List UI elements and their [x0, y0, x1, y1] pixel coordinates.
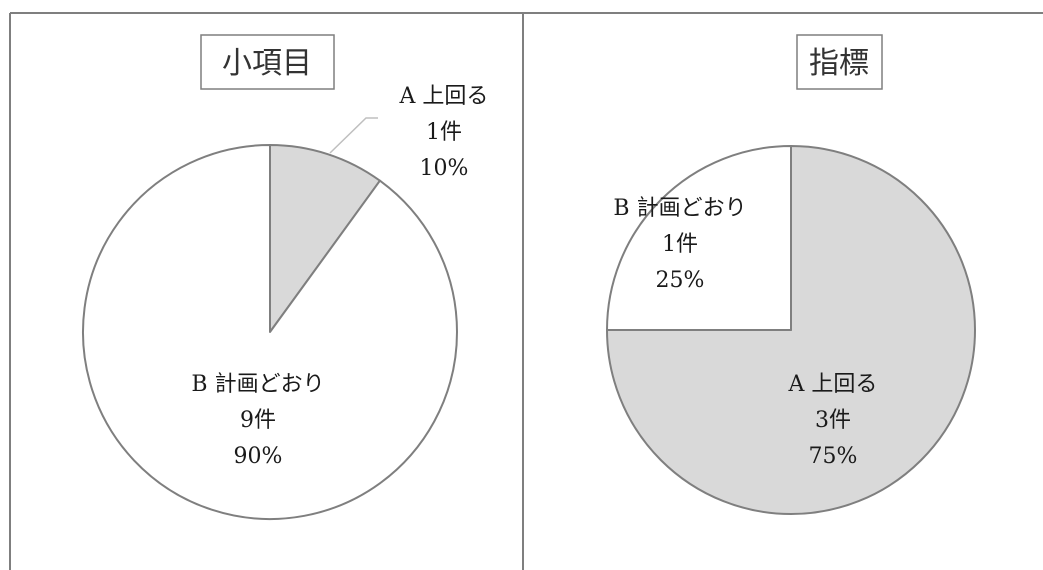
chart-2-slice-b — [606, 145, 792, 331]
chart-2-title: 指標 — [809, 46, 869, 81]
chart-2-title-box — [796, 34, 883, 90]
chart-2-label-a: A 上回る 3件 75% — [788, 372, 878, 469]
chart-2-label-b-name: B 計画どおり — [613, 196, 746, 221]
chart-2-label-b-count: 1件 — [662, 232, 698, 257]
chart-2-label-a-percent: 75% — [809, 444, 858, 469]
chart-1-label-a-name: A 上回る — [399, 84, 489, 109]
chart-1-slice-a — [269, 144, 381, 333]
chart-1-label-b-name: B 計画どおり — [191, 372, 324, 397]
chart-1-label-b-count: 9件 — [240, 408, 276, 433]
chart-1-label-a: A 上回る 1件 10% — [399, 84, 489, 181]
chart-1-label-a-percent: 10% — [420, 156, 469, 181]
chart-1-slice-b — [82, 144, 458, 520]
panel-frame — [9, 12, 1043, 570]
chart-small-items: 小項目 A 上回る 1件 10% B 計画どおり 9件 90% — [82, 34, 489, 520]
chart-2-label-a-name: A 上回る — [788, 372, 878, 397]
chart-2-label-b-percent: 25% — [656, 268, 705, 293]
chart-indicators: 指標 B 計画どおり 1件 25% A 上回る 3件 75% — [606, 34, 976, 515]
chart-1-title-box — [200, 34, 335, 90]
chart-2-label-b: B 計画どおり 1件 25% — [613, 196, 746, 293]
chart-1-label-b-percent: 90% — [234, 444, 283, 469]
chart-1-label-b: B 計画どおり 9件 90% — [191, 372, 324, 469]
chart-1-slices — [82, 144, 458, 520]
chart-2-label-a-count: 3件 — [815, 408, 851, 433]
chart-1-title: 小項目 — [222, 46, 312, 81]
chart-2-slice-a — [606, 145, 976, 515]
chart-2-slices — [606, 145, 976, 515]
chart-1-label-a-count: 1件 — [426, 120, 462, 145]
chart-1-leader-line — [329, 117, 378, 154]
